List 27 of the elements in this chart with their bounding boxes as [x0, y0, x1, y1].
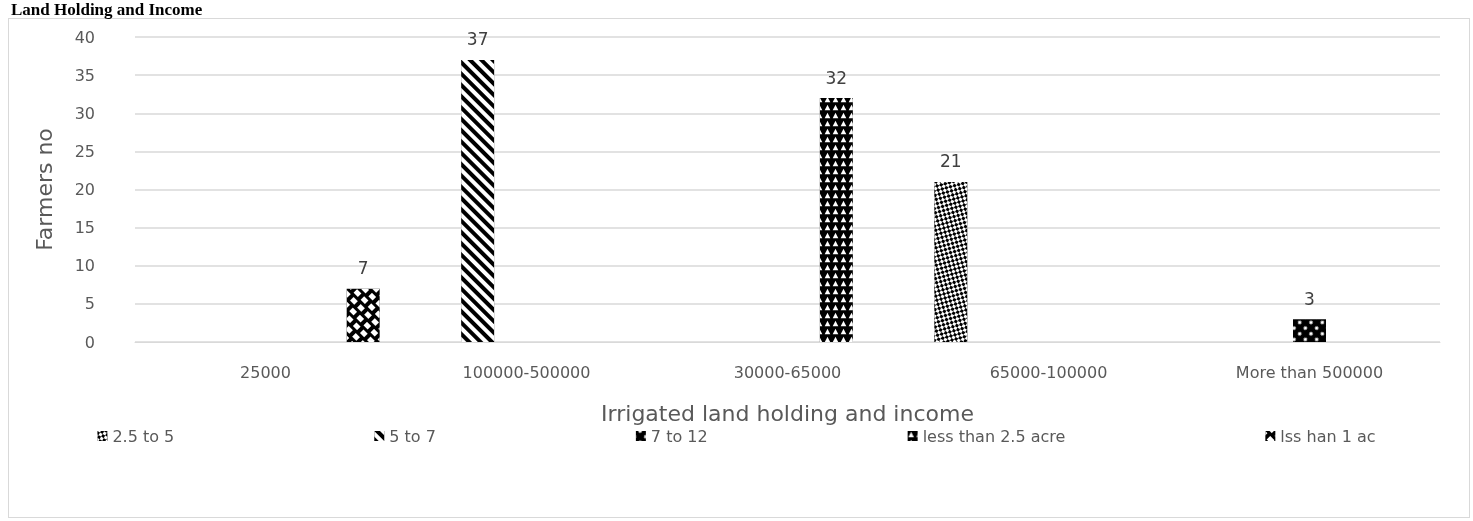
x-axis-title: Irrigated land holding and income — [601, 400, 974, 426]
y-tick-label: 30 — [74, 103, 95, 123]
y-tick-label: 15 — [74, 218, 95, 238]
legend-label: lss han 1 ac — [1280, 426, 1376, 446]
x-tick-label: 30000-65000 — [733, 362, 842, 382]
chart-title: Land Holding and Income — [11, 0, 203, 19]
data-label: 37 — [466, 29, 489, 50]
y-tick-label: 0 — [84, 332, 95, 352]
data-label: 32 — [825, 67, 848, 88]
y-tick-label: 20 — [74, 180, 95, 199]
y-tick-label: 10 — [74, 256, 95, 276]
y-tick-label: 5 — [84, 294, 95, 314]
x-tick-label: 25000 — [240, 362, 291, 382]
y-tick-label: 40 — [74, 27, 95, 47]
legend-label: 7 to 12 — [650, 426, 708, 446]
x-tick-label: 65000-100000 — [989, 362, 1108, 382]
data-label: 3 — [1304, 288, 1315, 309]
y-tick-label: 35 — [74, 65, 95, 85]
y-tick-label: 25 — [74, 141, 95, 161]
data-label: 7 — [357, 258, 369, 279]
data-label: 21 — [940, 151, 962, 172]
legend-label: less than 2.5 acre — [922, 426, 1066, 446]
x-tick-label: More than 500000 — [1235, 362, 1384, 382]
y-axis-title: Farmers no — [31, 128, 57, 251]
legend-label: 5 to 7 — [389, 426, 436, 446]
legend-label: 2.5 to 5 — [112, 426, 175, 446]
x-tick-label: 100000-500000 — [462, 362, 591, 382]
